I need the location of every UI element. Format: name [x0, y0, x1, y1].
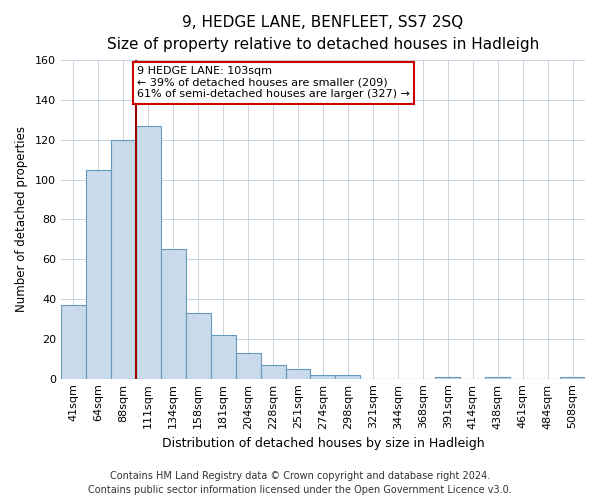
Title: 9, HEDGE LANE, BENFLEET, SS7 2SQ
Size of property relative to detached houses in: 9, HEDGE LANE, BENFLEET, SS7 2SQ Size of…: [107, 15, 539, 52]
Bar: [161, 250, 186, 378]
Bar: [260, 365, 286, 378]
X-axis label: Distribution of detached houses by size in Hadleigh: Distribution of detached houses by size …: [161, 437, 484, 450]
Bar: [236, 353, 260, 378]
Bar: [485, 376, 510, 378]
Bar: [435, 376, 460, 378]
Bar: [111, 140, 136, 378]
Bar: [310, 374, 335, 378]
Bar: [335, 374, 361, 378]
Bar: [560, 376, 585, 378]
Bar: [86, 170, 111, 378]
Bar: [186, 313, 211, 378]
Y-axis label: Number of detached properties: Number of detached properties: [15, 126, 28, 312]
Bar: [286, 368, 310, 378]
Bar: [136, 126, 161, 378]
Bar: [61, 305, 86, 378]
Text: 9 HEDGE LANE: 103sqm
← 39% of detached houses are smaller (209)
61% of semi-deta: 9 HEDGE LANE: 103sqm ← 39% of detached h…: [137, 66, 410, 100]
Bar: [211, 335, 236, 378]
Text: Contains HM Land Registry data © Crown copyright and database right 2024.
Contai: Contains HM Land Registry data © Crown c…: [88, 471, 512, 495]
